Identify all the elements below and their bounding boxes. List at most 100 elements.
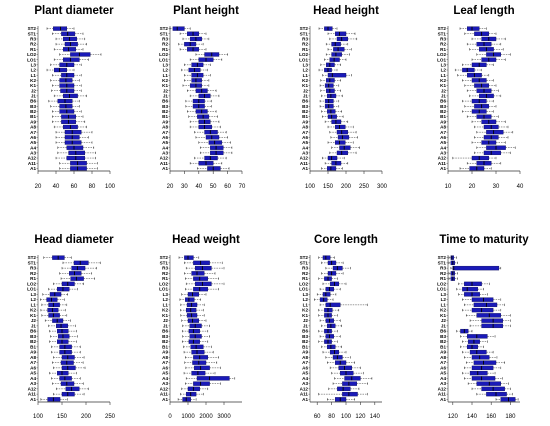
category-label: B2 xyxy=(162,109,168,114)
category-label: J1 xyxy=(31,323,37,328)
box xyxy=(57,328,69,334)
category-label: A4 xyxy=(162,376,168,381)
box xyxy=(61,281,75,287)
box xyxy=(329,57,340,62)
category-label: J2 xyxy=(441,88,447,93)
category-label: LO1 xyxy=(299,57,308,62)
category-label: A11 xyxy=(160,392,169,397)
x-tick-label: 20 xyxy=(167,184,174,190)
category-label: J2 xyxy=(441,318,447,323)
category-label: A4 xyxy=(162,145,168,150)
box xyxy=(191,370,206,376)
category-label: R3 xyxy=(302,37,308,42)
category-label: A1 xyxy=(302,166,308,171)
category-label: R3 xyxy=(302,266,308,271)
category-label: L1 xyxy=(441,73,447,78)
category-label: A3 xyxy=(302,381,308,386)
x-tick-label: 40 xyxy=(53,184,60,190)
category-label: A6 xyxy=(30,135,36,140)
category-label: A4 xyxy=(440,376,446,381)
category-label: B6 xyxy=(162,329,168,334)
box xyxy=(57,339,69,344)
x-tick-label: 160 xyxy=(486,414,497,420)
category-label: A9 xyxy=(162,350,168,355)
category-label: A3 xyxy=(302,150,308,155)
category-label: B6 xyxy=(302,329,308,334)
x-tick-label: 50 xyxy=(210,184,217,190)
category-label: R2 xyxy=(302,271,308,276)
box xyxy=(54,67,68,73)
category-label: ST2 xyxy=(28,255,37,260)
box xyxy=(59,344,72,350)
category-label: A7 xyxy=(30,130,36,135)
category-label: B2 xyxy=(30,339,36,344)
category-label: ST1 xyxy=(160,260,169,265)
x-tick-label: 1000 xyxy=(181,414,195,420)
category-label: A11 xyxy=(300,161,309,166)
x-tick-label: 250 xyxy=(105,414,116,420)
category-label: K1 xyxy=(30,83,36,88)
category-label: L3 xyxy=(303,292,309,297)
box xyxy=(193,286,208,292)
box xyxy=(450,255,454,260)
category-label: LO1 xyxy=(437,57,446,62)
category-label: A7 xyxy=(302,360,308,365)
box xyxy=(194,365,210,371)
box xyxy=(189,334,202,339)
category-label: B2 xyxy=(440,339,446,344)
category-label: ST2 xyxy=(160,26,169,31)
x-tick-label: 140 xyxy=(467,414,478,420)
box xyxy=(340,370,354,376)
box xyxy=(57,334,70,339)
box xyxy=(47,397,61,402)
category-label: J1 xyxy=(441,94,447,99)
box xyxy=(327,93,337,99)
category-label: A11 xyxy=(160,161,169,166)
x-tick-label: 100 xyxy=(105,184,116,190)
category-label: A3 xyxy=(162,381,168,386)
panel-title: Leaf length xyxy=(453,5,514,17)
category-label: J2 xyxy=(163,88,169,93)
category-label: A4 xyxy=(302,376,308,381)
box xyxy=(471,155,489,161)
category-label: A1 xyxy=(440,397,446,402)
category-label: J2 xyxy=(31,318,37,323)
category-label: K2 xyxy=(302,78,308,83)
x-tick-label: 200 xyxy=(81,414,92,420)
category-label: A5 xyxy=(440,371,446,376)
category-label: A3 xyxy=(440,381,446,386)
box xyxy=(500,397,516,402)
box xyxy=(486,130,504,135)
category-label: B1 xyxy=(30,114,36,119)
category-label: R1 xyxy=(30,276,36,281)
x-tick-label: 30 xyxy=(181,184,188,190)
box xyxy=(481,318,503,323)
x-tick-label: 20 xyxy=(469,184,476,190)
box xyxy=(191,271,205,276)
box xyxy=(59,349,72,355)
box xyxy=(486,391,507,397)
x-tick-label: 10 xyxy=(445,184,452,190)
category-label: L2 xyxy=(441,297,447,302)
box xyxy=(335,31,347,36)
category-label: A3 xyxy=(440,150,446,155)
box xyxy=(185,297,195,302)
category-label: A9 xyxy=(440,350,446,355)
category-label: LO1 xyxy=(437,287,446,292)
box xyxy=(194,281,212,287)
category-label: A8 xyxy=(162,355,168,360)
category-label: A6 xyxy=(440,365,446,370)
box xyxy=(338,365,352,371)
box xyxy=(71,265,86,271)
category-label: A8 xyxy=(302,125,308,130)
category-label: A8 xyxy=(440,125,446,130)
category-label: LO1 xyxy=(299,287,308,292)
box xyxy=(68,271,82,276)
category-label: ST2 xyxy=(438,255,447,260)
x-tick-label: 20 xyxy=(35,184,42,190)
category-label: K2 xyxy=(440,308,446,313)
box xyxy=(204,130,218,135)
box xyxy=(469,370,488,376)
